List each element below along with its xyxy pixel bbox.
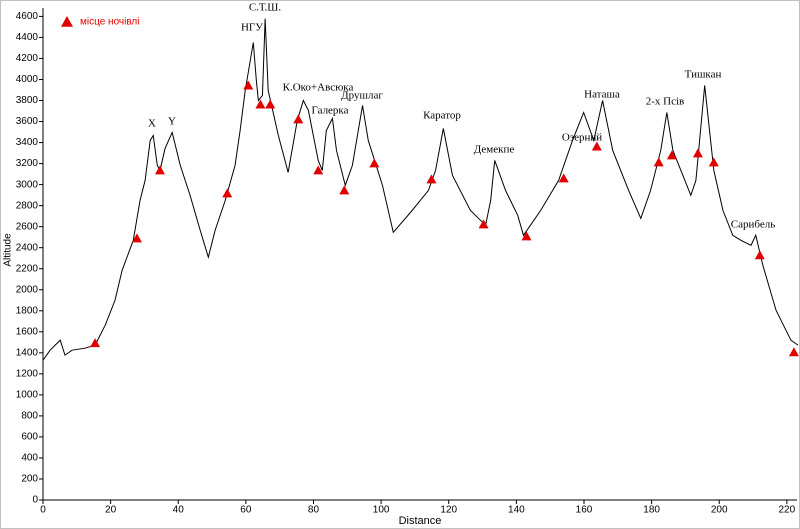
y-tick-label: 4000 — [16, 74, 39, 85]
y-tick-label: 3800 — [16, 95, 39, 106]
marker — [313, 165, 324, 175]
peak-label: Наташа — [584, 89, 620, 101]
marker — [369, 158, 380, 168]
marker — [154, 165, 165, 175]
marker — [131, 233, 142, 243]
peak-label: Каратор — [423, 110, 461, 122]
y-tick-label: 2200 — [16, 263, 39, 274]
x-tick-label: 220 — [779, 505, 796, 516]
marker — [339, 185, 350, 195]
y-tick-label: 3000 — [16, 179, 39, 190]
x-tick-label: 160 — [576, 505, 593, 516]
y-tick-label: 4400 — [16, 32, 39, 43]
x-tick-label: 180 — [643, 505, 660, 516]
marker — [591, 141, 602, 151]
marker — [243, 80, 254, 90]
x-tick-label: 200 — [711, 505, 728, 516]
marker — [521, 231, 532, 241]
peak-label: 2-х Псів — [646, 96, 685, 108]
legend-label: місце ночівлі — [80, 17, 140, 28]
x-tick-label: 140 — [508, 505, 525, 516]
y-tick-label: 3400 — [16, 137, 39, 148]
x-tick-label: 20 — [105, 505, 117, 516]
marker — [692, 148, 703, 158]
x-tick-label: 40 — [173, 505, 185, 516]
y-axis-label: Altitude — [3, 233, 14, 267]
marker — [788, 347, 799, 357]
peak-label: Y — [168, 116, 176, 128]
peak-label: Демекпе — [474, 144, 515, 156]
y-tick-label: 3200 — [16, 158, 39, 169]
y-tick-label: 2800 — [16, 200, 39, 211]
peak-label: Друшлаг — [341, 90, 383, 102]
peak-label: НГУ — [241, 22, 263, 34]
y-tick-label: 3600 — [16, 116, 39, 127]
peak-label: Тишкан — [685, 69, 722, 81]
x-tick-label: 60 — [240, 505, 252, 516]
y-tick-label: 1200 — [16, 368, 39, 379]
y-tick-label: 400 — [21, 453, 38, 464]
marker — [293, 114, 304, 124]
peak-label: Озерний — [562, 132, 602, 144]
x-tick-label: 100 — [373, 505, 390, 516]
y-tick-label: 1600 — [16, 326, 39, 337]
y-tick-label: 1400 — [16, 347, 39, 358]
y-tick-label: 200 — [21, 474, 38, 485]
marker — [222, 188, 233, 198]
marker — [478, 219, 489, 229]
y-tick-label: 4600 — [16, 11, 39, 22]
y-tick-label: 600 — [21, 432, 38, 443]
y-tick-label: 1800 — [16, 305, 39, 316]
x-tick-label: 0 — [40, 505, 46, 516]
y-tick-label: 0 — [32, 495, 38, 506]
y-tick-label: 800 — [21, 411, 38, 422]
x-axis-label: Distance — [399, 515, 442, 527]
marker — [426, 174, 437, 184]
marker — [265, 99, 276, 109]
peak-label: X — [148, 118, 156, 130]
y-tick-label: 2600 — [16, 221, 39, 232]
profile-line — [42, 18, 799, 361]
y-tick-label: 1000 — [16, 390, 39, 401]
peak-label: Галерка — [312, 105, 349, 117]
peak-label: К.Око+Авсюка — [283, 82, 354, 94]
marker — [754, 250, 765, 260]
marker — [255, 99, 266, 109]
y-tick-label: 4200 — [16, 53, 39, 64]
legend-marker — [61, 16, 73, 27]
marker — [653, 157, 664, 167]
peak-label: С.Т.Ш. — [249, 2, 282, 14]
marker — [708, 157, 719, 167]
peak-label: Сарибель — [731, 219, 775, 231]
x-tick-label: 80 — [308, 505, 320, 516]
marker — [558, 173, 569, 183]
y-tick-label: 2400 — [16, 242, 39, 253]
marker — [90, 338, 101, 348]
x-tick-label: 120 — [440, 505, 457, 516]
y-tick-label: 2000 — [16, 284, 39, 295]
marker — [666, 150, 677, 160]
